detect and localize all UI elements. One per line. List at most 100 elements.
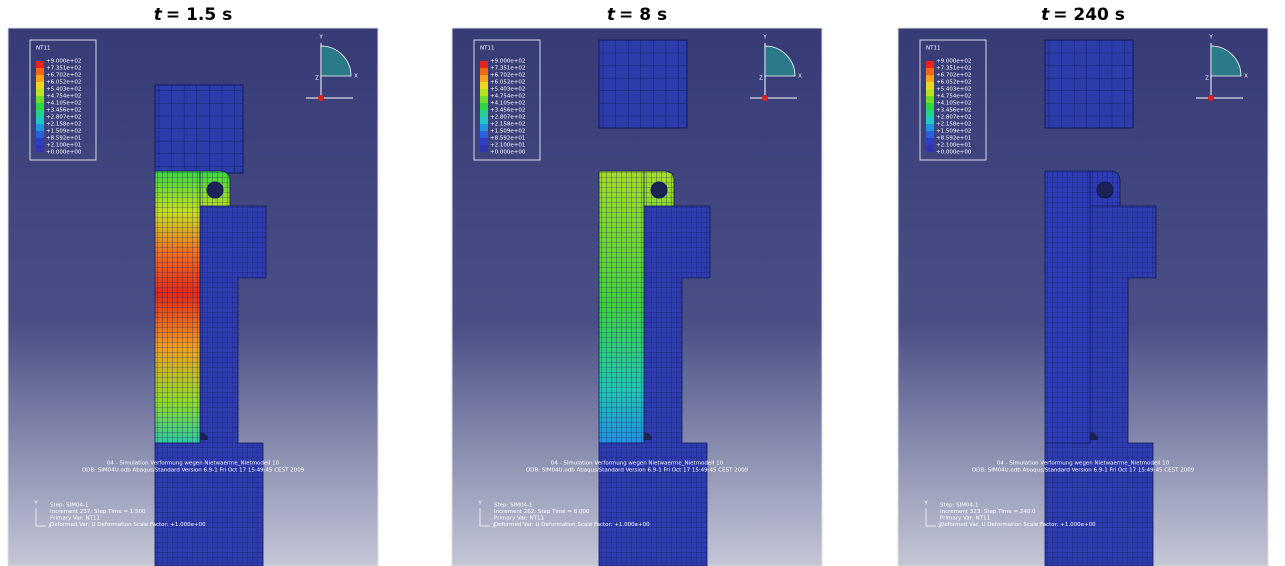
caption-line: ODB: SIM04U.odb Abaqus/Standard Version … [526,468,749,474]
legend-swatch [480,110,488,117]
legend-swatch [926,124,934,131]
legend-box [29,39,97,161]
legend-swatch [480,138,488,145]
legend-label: +3.456e+02 [46,108,81,114]
legend-swatch [480,131,488,138]
legend-swatch [36,89,44,96]
legend-label: +5.403e+02 [46,87,81,93]
legend-box [473,39,541,161]
step-line: Increment 262: Step Time = 8.000 [494,509,590,515]
legend-swatch [480,61,488,68]
legend-swatch [926,61,934,68]
triad-quadrant [320,45,352,77]
legend-label: +6.702e+02 [46,73,81,79]
legend-label: +2.100e+01 [936,143,971,149]
legend-label: +4.105e+02 [490,101,525,107]
legend-swatch [926,117,934,124]
triad-label: Y [318,35,323,41]
legend-label: +8.592e+01 [936,136,971,142]
legend-swatch [36,117,44,124]
legend-label: +4.105e+02 [46,101,81,107]
caption-line: 04 - Simulation Verformung wegen Nietwae… [551,461,724,467]
legend-label: +5.403e+02 [490,87,525,93]
triad-label: X [354,74,358,80]
step-line: Step: SIM04-1 [50,503,88,509]
legend-swatch [36,75,44,82]
small-triad-label: X [48,524,52,530]
small-triad [479,508,490,527]
triad-label: Y [1208,35,1213,41]
time-variable: t [607,5,616,25]
legend-label: +2.158e+02 [936,122,971,128]
time-value: = 8 s [619,5,667,25]
legend-swatch [36,110,44,117]
small-triad-label: X [492,524,496,530]
legend-label: +9.000e+02 [46,59,81,65]
legend-label: +6.702e+02 [936,73,971,79]
legend-swatch [480,124,488,131]
small-triad-label: Y [33,501,38,507]
triad-label: X [1244,74,1248,80]
legend-label: +0.000e+00 [490,150,526,156]
legend-swatch [36,138,44,145]
upper-block-mesh [154,84,244,174]
legend-label: +2.807e+02 [490,115,525,121]
small-triad-label: Y [477,501,482,507]
time-value: = 240 s [1053,5,1125,25]
legend-label: +1.509e+02 [490,129,525,135]
caption-line: ODB: SIM04U.odb Abaqus/Standard Version … [972,468,1195,474]
legend-label: +7.351e+02 [936,66,971,72]
small-triad-label: Y [923,501,928,507]
legend-swatch [926,82,934,89]
step-line: Primary Var: NT11 [494,516,544,522]
legend-label: +2.158e+02 [490,122,525,128]
panel-title: t = 8 s [607,5,667,25]
legend-label: +0.000e+00 [46,150,82,156]
legend-title: NT11 [36,46,50,52]
legend-swatch [480,96,488,103]
panel-title: t = 1.5 s [154,5,232,25]
legend-label: +6.052e+02 [46,80,81,86]
legend-label: +4.754e+02 [490,94,525,100]
panel-title: t = 240 s [1041,5,1125,25]
legend-swatch [926,75,934,82]
body-mesh [598,170,711,566]
legend-swatch [926,110,934,117]
legend-label: +8.592e+01 [46,136,81,142]
legend-label: +8.592e+01 [490,136,525,142]
legend-swatch [36,68,44,75]
legend-swatch [480,145,488,152]
triad-label: Y [762,35,767,41]
small-triad [925,508,936,527]
legend-swatch [36,103,44,110]
legend-title: NT11 [480,46,494,52]
legend-label: +2.158e+02 [46,122,81,128]
legend-label: +2.807e+02 [46,115,81,121]
upper-block-mesh [1044,39,1134,129]
body-mesh [154,170,267,566]
legend-swatch [480,103,488,110]
hole [206,181,224,199]
legend-label: +4.754e+02 [46,94,81,100]
triad-quadrant [764,45,796,77]
time-variable: t [1041,5,1050,25]
lower-hole [644,432,652,440]
upper-block-mesh [598,39,688,129]
body-mesh [1044,170,1157,566]
legend-label: +4.105e+02 [936,101,971,107]
legend-swatch [36,82,44,89]
triad-origin [318,95,324,101]
caption-line: 04 - Simulation Verformung wegen Nietwae… [107,461,280,467]
legend-label: +4.754e+02 [936,94,971,100]
legend-label: +9.000e+02 [490,59,525,65]
legend-label: +1.509e+02 [936,129,971,135]
legend-swatch [926,103,934,110]
time-value: = 1.5 s [166,5,232,25]
legend-swatch [926,145,934,152]
legend-label: +6.052e+02 [936,80,971,86]
triad-origin [1208,95,1214,101]
legend-label: +1.509e+02 [46,129,81,135]
triad-label: Z [1205,76,1209,82]
legend-swatch [36,96,44,103]
legend-swatch [926,138,934,145]
